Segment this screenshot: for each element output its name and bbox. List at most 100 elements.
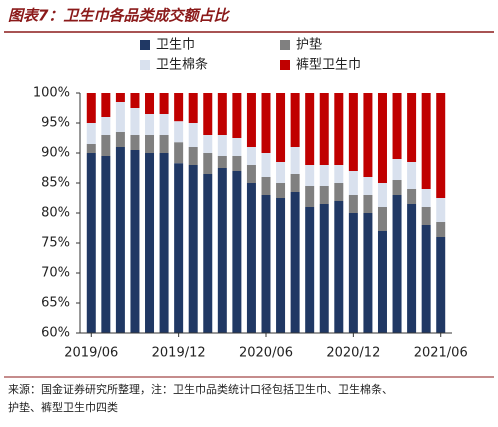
bar-segment xyxy=(363,195,373,213)
y-tick-label: 65% xyxy=(41,296,70,311)
bar-segment xyxy=(188,147,198,165)
bar-segment xyxy=(392,159,402,180)
bar-segment xyxy=(130,135,140,150)
bar-segment xyxy=(334,201,344,333)
bar-segment xyxy=(232,138,242,156)
bar-segment xyxy=(377,183,387,207)
bar-segment xyxy=(305,93,315,165)
x-tick-label: 2019/12 xyxy=(152,346,206,361)
bar-segment xyxy=(334,183,344,201)
bar-segment xyxy=(377,207,387,231)
bar-segment xyxy=(392,195,402,333)
y-tick-label: 90% xyxy=(41,146,70,161)
bar-segment xyxy=(363,213,373,333)
bar-segment xyxy=(246,165,256,183)
bar-segment xyxy=(101,93,111,117)
bar-segment xyxy=(174,93,184,122)
y-tick-label: 60% xyxy=(41,326,70,341)
bar-segment xyxy=(86,93,96,123)
bar-segment xyxy=(334,93,344,165)
bar-segment xyxy=(115,132,125,147)
bar-segment xyxy=(86,153,96,333)
bar-segment xyxy=(232,93,242,138)
chart-title: 图表7：卫生巾各品类成交额占比 xyxy=(8,7,230,25)
source: 护垫、裤型卫生巾四类 xyxy=(8,400,118,414)
bar-segment xyxy=(101,135,111,156)
bar-segment xyxy=(115,93,125,102)
x-tick-label: 2019/06 xyxy=(64,346,118,361)
bar-segment xyxy=(407,162,417,189)
bar-segment xyxy=(159,114,169,135)
bar-segment xyxy=(217,168,227,333)
bar-segment xyxy=(348,195,358,213)
bar-segment xyxy=(276,93,286,162)
bar-segment xyxy=(174,142,184,164)
bar-segment xyxy=(115,147,125,333)
bar-segment xyxy=(290,147,300,174)
bar-segment xyxy=(232,156,242,171)
bar-segment xyxy=(319,186,329,204)
bar-segment xyxy=(217,93,227,135)
bar-segment xyxy=(363,93,373,177)
bar-segment xyxy=(130,108,140,135)
bar-segment xyxy=(276,198,286,333)
bar-segment xyxy=(348,93,358,171)
x-tick-label: 2020/12 xyxy=(326,346,380,361)
bar-segment xyxy=(188,93,198,123)
bar-segment xyxy=(101,117,111,135)
legend-swatch xyxy=(280,60,290,70)
bar-segment xyxy=(392,93,402,159)
bar-segment xyxy=(232,171,242,333)
y-tick-label: 85% xyxy=(41,176,70,191)
bar-segment xyxy=(363,177,373,195)
y-tick-label: 70% xyxy=(41,266,70,281)
bar-segment xyxy=(305,207,315,333)
bar-segment xyxy=(436,198,446,222)
bar-segment xyxy=(159,93,169,114)
bar-segment xyxy=(145,135,155,153)
bar-segment xyxy=(436,222,446,237)
bar-segment xyxy=(145,114,155,135)
bar-segment xyxy=(130,93,140,108)
bar-segment xyxy=(421,225,431,333)
legend-swatch xyxy=(280,40,290,50)
source: 来源：国金证券研究所整理，注：卫生巾品类统计口径包括卫生巾、卫生棉条、 xyxy=(8,382,393,396)
bar-segment xyxy=(246,147,256,165)
bar-segment xyxy=(261,177,271,195)
bar-segment xyxy=(421,93,431,189)
bar-segment xyxy=(261,195,271,333)
bar-segment xyxy=(436,237,446,333)
bar-segment xyxy=(159,153,169,333)
bar-segment xyxy=(276,183,286,198)
y-tick-label: 80% xyxy=(41,206,70,221)
bar-segment xyxy=(86,144,96,153)
legend-swatch xyxy=(140,40,150,50)
bar-segment xyxy=(348,171,358,195)
bar-segment xyxy=(392,180,402,195)
bar-segment xyxy=(290,174,300,192)
legend-label: 卫生棉条 xyxy=(156,57,208,73)
bar-segment xyxy=(377,93,387,183)
bar-segment xyxy=(407,189,417,204)
bar-segment xyxy=(174,121,184,143)
bar-segment xyxy=(217,135,227,156)
bar-segment xyxy=(290,192,300,333)
bar-segment xyxy=(421,207,431,225)
bar-segment xyxy=(319,165,329,186)
legend-label: 护垫 xyxy=(296,37,322,53)
x-tick-label: 2021/06 xyxy=(414,346,468,361)
bar-segment xyxy=(261,93,271,153)
bar-segment xyxy=(188,165,198,333)
y-tick-label: 100% xyxy=(33,86,70,101)
x-tick-label: 2020/06 xyxy=(239,346,293,361)
bar-segment xyxy=(319,93,329,165)
bars xyxy=(86,93,446,333)
bar-segment xyxy=(203,93,213,135)
bar-segment xyxy=(348,213,358,333)
bar-segment xyxy=(377,231,387,333)
bar-segment xyxy=(174,163,184,333)
bar-segment xyxy=(276,162,286,183)
legend-label: 裤型卫生巾 xyxy=(296,58,361,73)
bar-segment xyxy=(203,174,213,333)
bar-segment xyxy=(101,156,111,333)
